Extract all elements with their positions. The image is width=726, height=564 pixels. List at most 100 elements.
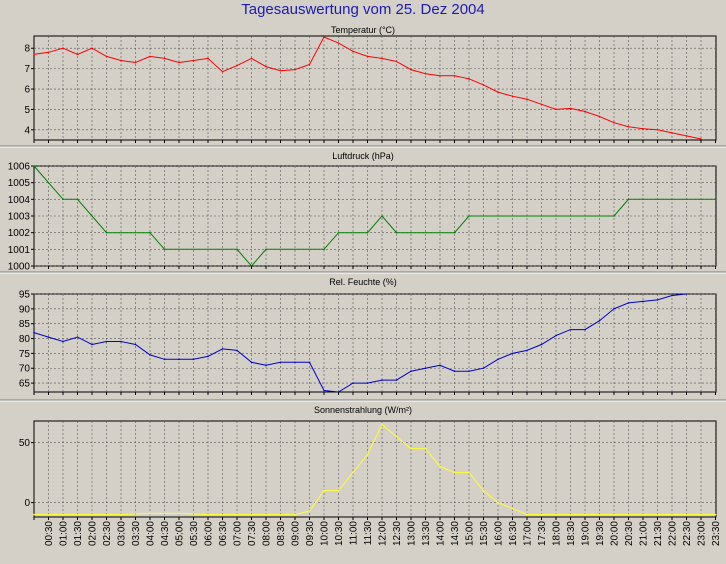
- data-point: [453, 471, 456, 474]
- data-point: [482, 367, 485, 370]
- data-point: [453, 370, 456, 373]
- data-point: [323, 248, 325, 251]
- data-point: [265, 65, 267, 68]
- x-tick-label: 16:00: [494, 521, 505, 546]
- data-point: [671, 132, 673, 134]
- data-point: [613, 121, 615, 124]
- data-point: [395, 231, 398, 234]
- data-point: [613, 513, 615, 516]
- y-tick-label: 1001: [8, 245, 31, 256]
- x-tick-label: 22:30: [682, 521, 693, 546]
- page-title: Tagesauswertung vom 25. Dez 2004: [241, 1, 485, 18]
- data-point: [236, 64, 238, 67]
- data-point: [410, 68, 412, 71]
- data-point: [91, 343, 93, 346]
- series-line-solar: [34, 423, 716, 516]
- data-point: [120, 513, 122, 516]
- x-tick-label: 09:00: [291, 521, 302, 546]
- data-point: [265, 248, 267, 251]
- data-point: [265, 364, 267, 367]
- data-point: [207, 513, 209, 516]
- data-point: [424, 367, 427, 370]
- data-point: [511, 507, 514, 510]
- x-tick-label: 09:30: [305, 521, 316, 546]
- data-point: [76, 53, 79, 56]
- data-point: [62, 513, 64, 516]
- chart-pressure: 1000 1001 1002 1003 1004 1005 1006: [8, 162, 717, 273]
- data-point: [468, 78, 470, 80]
- data-point: [395, 60, 398, 63]
- series-line-humidity: [33, 293, 687, 393]
- data-point: [134, 61, 137, 64]
- x-tick-label: 20:30: [624, 521, 635, 546]
- data-point: [439, 74, 441, 77]
- data-point: [497, 358, 499, 361]
- x-tick-label: 02:00: [88, 521, 99, 546]
- data-point: [395, 379, 398, 381]
- data-point: [700, 513, 702, 516]
- data-point: [62, 47, 64, 50]
- data-point: [366, 55, 369, 58]
- x-tick-label: 15:30: [479, 521, 490, 546]
- x-tick-label: 07:00: [233, 521, 244, 546]
- data-point: [236, 513, 238, 516]
- x-tick-label: 14:30: [450, 521, 461, 546]
- x-tick-label: 22:00: [668, 521, 679, 546]
- data-point: [178, 358, 180, 361]
- data-point: [555, 334, 557, 337]
- data-point: [627, 125, 630, 128]
- data-point: [656, 299, 659, 301]
- data-point: [265, 513, 267, 516]
- data-point: [352, 382, 354, 384]
- data-point: [569, 328, 572, 331]
- x-tick-label: 14:00: [436, 521, 447, 546]
- y-tick-label: 1000: [8, 262, 31, 273]
- data-point: [149, 354, 151, 356]
- x-tick-label: 03:30: [131, 521, 142, 546]
- x-tick-label: 18:30: [566, 521, 577, 546]
- x-tick-label: 10:30: [334, 521, 345, 546]
- x-tick-label: 06:00: [204, 521, 215, 546]
- y-tick-label: 7: [24, 64, 30, 75]
- data-point: [221, 70, 224, 73]
- data-point: [453, 231, 456, 234]
- x-tick-label: 02:30: [102, 521, 113, 546]
- x-tick-label: 12:30: [392, 521, 403, 546]
- chart-title-pressure: Luftdruck (hPa): [332, 151, 394, 161]
- y-tick-label: 95: [19, 290, 31, 301]
- data-point: [337, 231, 340, 234]
- x-tick-label: 05:00: [175, 521, 186, 546]
- data-point: [178, 512, 180, 515]
- data-point: [642, 300, 644, 303]
- x-tick-label: 03:00: [117, 521, 128, 546]
- data-point: [178, 61, 180, 64]
- data-point: [598, 115, 601, 118]
- data-point: [105, 231, 108, 234]
- data-point: [410, 447, 412, 450]
- data-point: [163, 57, 166, 60]
- x-tick-label: 00:30: [44, 521, 55, 546]
- data-point: [540, 343, 543, 346]
- data-point: [497, 91, 499, 93]
- y-tick-label: 1003: [8, 212, 31, 223]
- data-point: [685, 293, 688, 295]
- data-point: [584, 110, 586, 113]
- data-point: [207, 57, 209, 60]
- data-point: [163, 358, 166, 361]
- data-point: [642, 513, 644, 516]
- data-point: [482, 84, 485, 86]
- data-point: [250, 361, 253, 364]
- x-tick-label: 23:00: [697, 521, 708, 546]
- y-tick-label: 0: [24, 498, 30, 509]
- data-point: [323, 389, 325, 392]
- data-point: [105, 55, 108, 58]
- data-point: [163, 248, 166, 251]
- data-point: [540, 103, 543, 106]
- x-tick-label: 13:00: [407, 521, 418, 546]
- x-tick-label: 12:00: [378, 521, 389, 546]
- data-point: [91, 513, 93, 516]
- data-point: [410, 370, 412, 373]
- y-tick-label: 65: [19, 379, 31, 390]
- x-tick-label: 16:30: [508, 521, 519, 546]
- x-tick-label: 07:30: [247, 521, 258, 546]
